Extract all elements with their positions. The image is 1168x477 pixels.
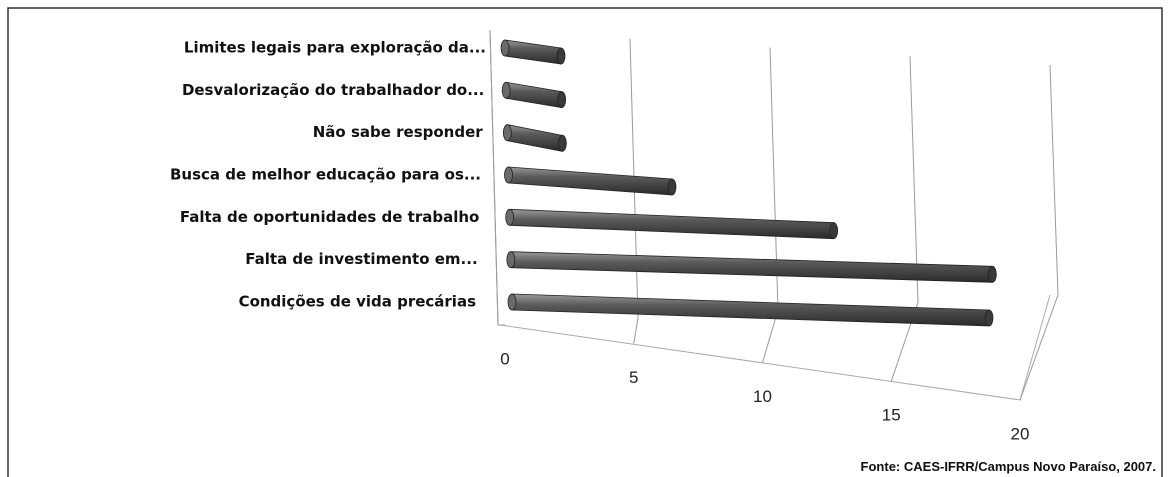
bar-base bbox=[501, 81, 511, 99]
category-label: Falta de investimento em... bbox=[245, 250, 477, 268]
grid-line bbox=[489, 29, 505, 326]
bar bbox=[504, 39, 562, 65]
bar-cap bbox=[829, 222, 839, 240]
bar bbox=[509, 208, 835, 240]
bar-base bbox=[504, 166, 513, 184]
bar-base bbox=[506, 251, 516, 269]
grid-line bbox=[629, 38, 639, 344]
bar-cap bbox=[984, 309, 994, 327]
bar-base bbox=[502, 124, 512, 142]
bar bbox=[505, 81, 563, 109]
bar-base bbox=[507, 293, 517, 311]
category-label: Falta de oportunidades de trabalho bbox=[180, 208, 479, 226]
bar-base bbox=[500, 39, 510, 57]
x-tick-label: 15 bbox=[882, 406, 901, 425]
bar-cap bbox=[557, 91, 567, 109]
x-tick-label: 20 bbox=[1011, 424, 1030, 443]
grid-line bbox=[890, 56, 919, 382]
frame bbox=[7, 7, 1163, 477]
x-tick-label: 10 bbox=[753, 387, 772, 406]
category-label: Não sabe responder bbox=[313, 123, 484, 141]
category-label: Busca de melhor educação para os... bbox=[170, 166, 481, 184]
bar bbox=[508, 166, 673, 196]
bar-cap bbox=[557, 134, 567, 152]
bar-cap bbox=[556, 47, 566, 65]
category-label: Condições de vida precárias bbox=[239, 293, 477, 311]
bar bbox=[510, 251, 993, 283]
bar bbox=[506, 124, 563, 152]
bar-cap bbox=[667, 178, 677, 196]
category-label: Limites legais para exploração da... bbox=[184, 39, 486, 57]
x-tick-label: 0 bbox=[500, 349, 509, 368]
category-label: Desvalorização do trabalhador do... bbox=[182, 81, 484, 99]
source: Fonte: CAES-IFRR/Campus Novo Paraíso, 20… bbox=[861, 459, 1156, 474]
grid-line bbox=[1019, 64, 1059, 401]
bar-cap bbox=[987, 265, 997, 283]
x-tick-label: 5 bbox=[629, 368, 638, 387]
bar-base bbox=[505, 208, 515, 226]
